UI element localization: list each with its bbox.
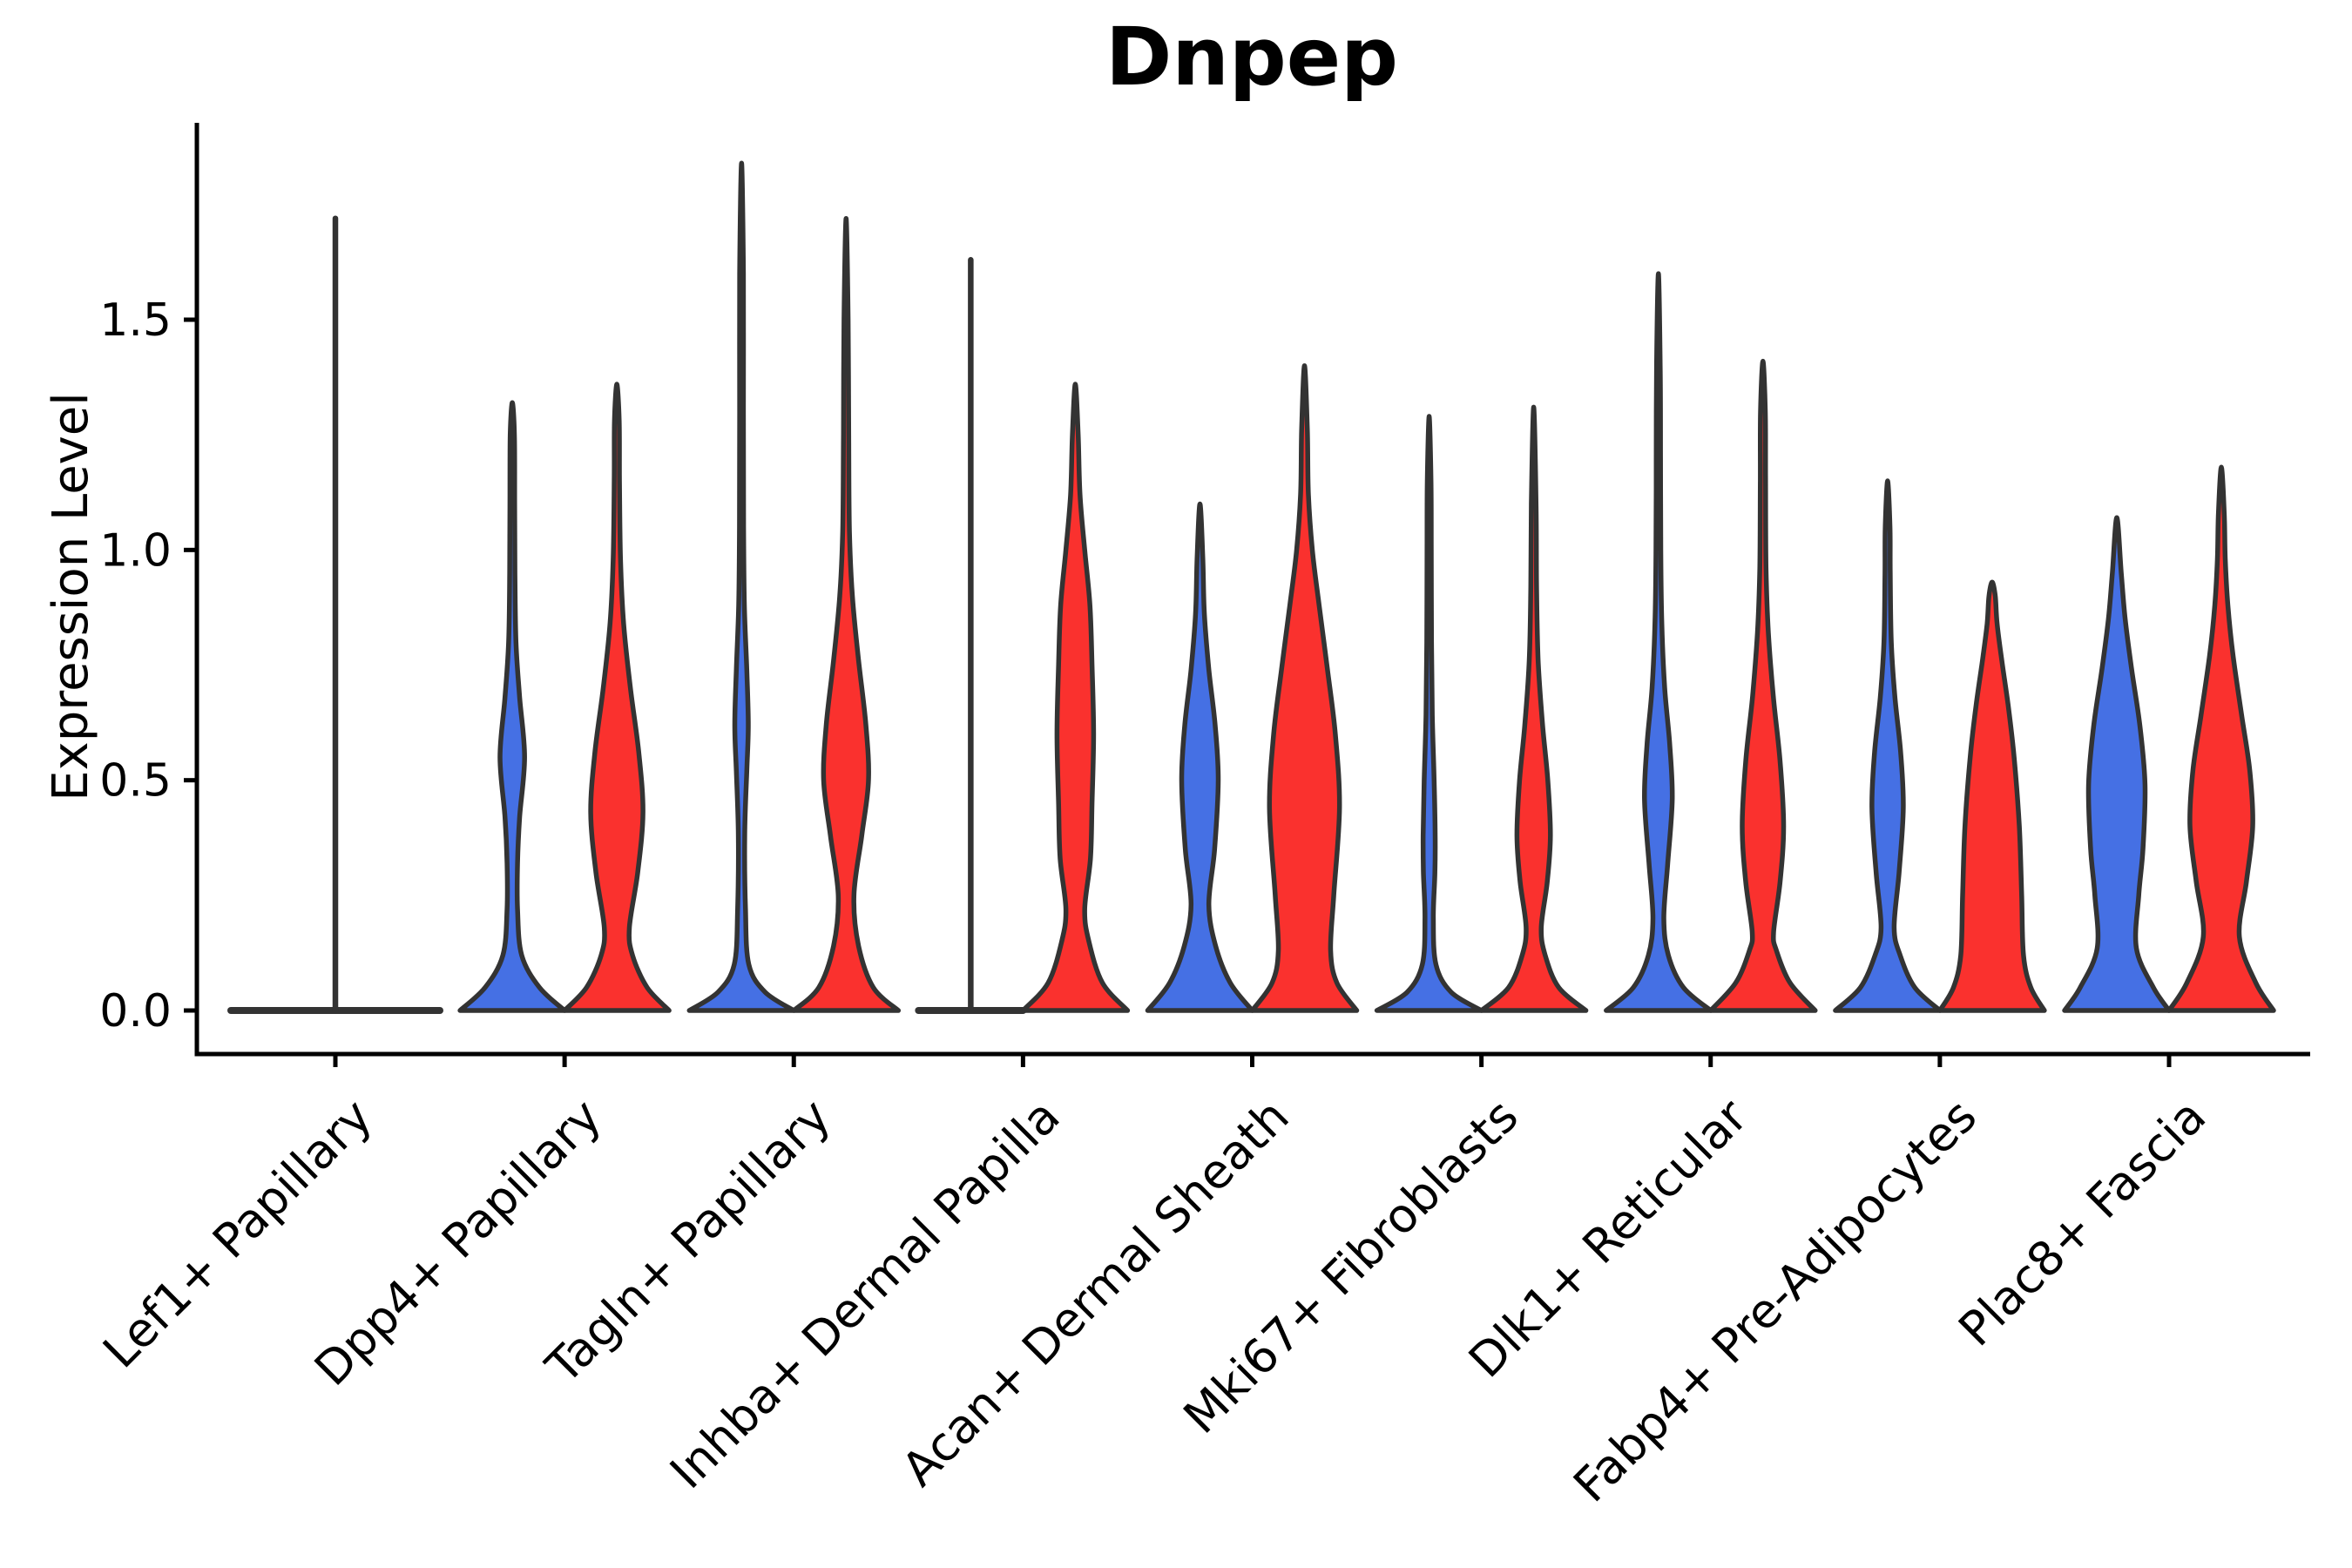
y-tick-label: 1.0 — [99, 524, 172, 577]
violin-4-red — [1249, 363, 1360, 1013]
y-tick-label: 0.0 — [99, 985, 172, 1037]
violin-6-red — [1708, 358, 1818, 1013]
violin-2-blue — [686, 160, 797, 1013]
violin-8-red — [2166, 464, 2276, 1013]
violin-7-blue — [1833, 478, 1943, 1013]
violin-3-red — [1020, 382, 1131, 1013]
x-tick-label: Inhba+ Dermal Papilla — [659, 1089, 1070, 1499]
y-tick-label: 1.5 — [99, 294, 172, 347]
violin-1-red — [562, 382, 672, 1013]
violin-1-blue — [457, 400, 567, 1013]
y-tick-label: 0.5 — [99, 755, 172, 808]
x-tick-label: Fabp4+ Pre-Adipocytes — [1563, 1089, 1987, 1513]
violin-4-blue — [1145, 501, 1255, 1013]
violin-8-blue — [2062, 515, 2172, 1013]
violin-2-red — [791, 215, 902, 1013]
violin-5-red — [1478, 404, 1589, 1013]
y-axis-label: Expression Level — [43, 392, 99, 801]
violin-6-blue — [1604, 271, 1713, 1013]
violin-5-blue — [1374, 414, 1484, 1013]
chart-title: Dnpep — [1105, 10, 1398, 104]
x-tick-label: Plac8+ Fascia — [1948, 1089, 2216, 1357]
violin-layer — [227, 160, 2276, 1014]
x-tick-label: Acan+ Dermal Sheath — [891, 1089, 1299, 1497]
violin-7-red — [1937, 579, 2047, 1013]
